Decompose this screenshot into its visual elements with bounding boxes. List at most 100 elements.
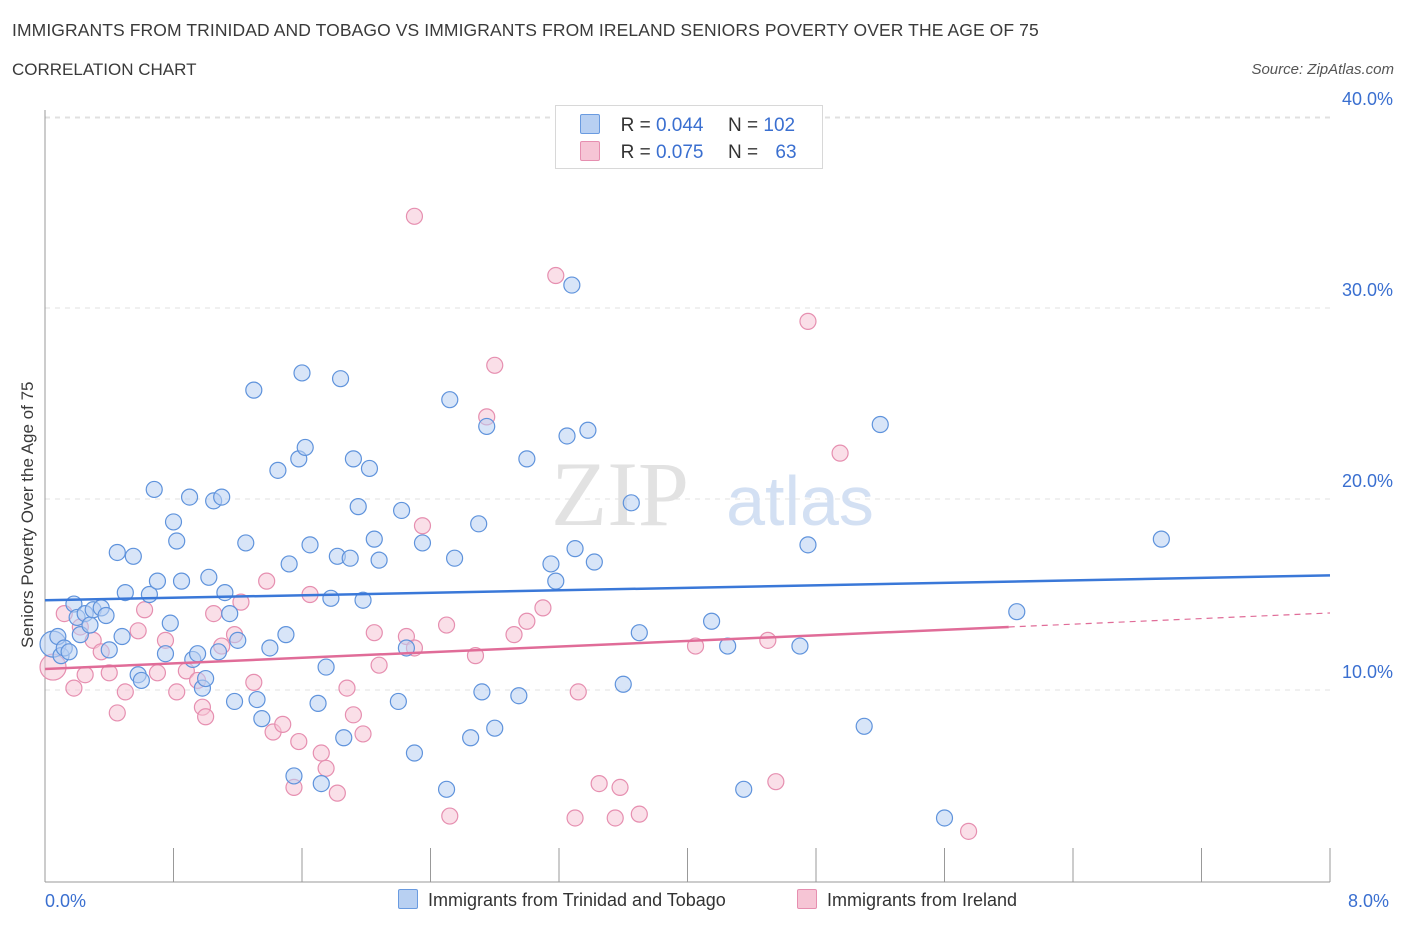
point-trinidad xyxy=(156,645,175,663)
point-ireland xyxy=(486,356,504,374)
point-trinidad xyxy=(309,694,327,712)
point-ireland xyxy=(518,612,536,630)
point-ireland xyxy=(799,312,817,330)
point-trinidad xyxy=(145,480,163,499)
point-trinidad xyxy=(301,536,319,554)
point-ireland xyxy=(370,656,388,674)
legend-n-value: 102 xyxy=(763,115,796,136)
point-ireland xyxy=(354,725,372,743)
point-trinidad xyxy=(216,583,234,602)
point-trinidad xyxy=(280,555,298,573)
point-trinidad xyxy=(799,536,817,554)
point-ireland xyxy=(338,679,356,697)
point-ireland xyxy=(129,622,147,640)
axes xyxy=(44,110,1331,883)
point-ireland xyxy=(205,604,223,623)
point-ireland xyxy=(606,809,624,827)
point-trinidad xyxy=(248,690,266,709)
point-trinidad xyxy=(558,427,576,445)
point-trinidad xyxy=(1008,603,1026,621)
point-ireland xyxy=(437,616,456,634)
point-trinidad xyxy=(486,719,504,737)
point-ireland xyxy=(274,715,292,733)
legend-r-value: 0.075 xyxy=(655,142,704,163)
point-trinidad xyxy=(113,627,131,646)
bottom-legend-swatch-pink xyxy=(797,889,817,909)
point-ireland xyxy=(76,666,94,684)
point-trinidad xyxy=(172,572,191,590)
point-ireland xyxy=(245,673,263,691)
point-ireland xyxy=(413,517,432,535)
point-trinidad xyxy=(237,534,255,552)
legend-row-trinidad: R = 0.044 N = 102 xyxy=(580,114,795,138)
chart-title: IMMIGRANTS FROM TRINIDAD AND TOBAGO VS I… xyxy=(12,20,1039,40)
series-trinidad-points xyxy=(39,276,1170,827)
point-trinidad xyxy=(365,530,383,548)
legend-r-label: R = xyxy=(620,115,656,136)
point-ireland xyxy=(959,822,978,840)
point-ireland xyxy=(767,773,785,791)
point-trinidad xyxy=(200,568,218,586)
point-trinidad xyxy=(630,624,648,642)
point-trinidad xyxy=(473,683,491,701)
point-trinidad xyxy=(269,461,287,479)
y-tick-label: 40.0% xyxy=(1342,89,1393,109)
y-tick-label: 20.0% xyxy=(1342,471,1393,491)
point-trinidad xyxy=(81,616,99,634)
legend-swatch-pink xyxy=(580,141,600,161)
trend-extension-ireland xyxy=(1008,612,1331,628)
legend-n-label: N = xyxy=(728,142,764,163)
point-trinidad xyxy=(518,450,536,468)
point-trinidad xyxy=(370,551,388,569)
point-ireland xyxy=(258,572,276,590)
point-trinidad xyxy=(478,417,496,436)
point-ireland xyxy=(317,759,335,777)
y-tick-labels: 10.0% 20.0% 30.0% 40.0% xyxy=(1342,89,1393,682)
point-ireland xyxy=(232,593,250,611)
chart-subtitle: CORRELATION CHART xyxy=(12,60,197,79)
point-ireland xyxy=(100,664,118,682)
point-trinidad xyxy=(1152,530,1170,548)
bottom-legend-ireland: Immigrants from Ireland xyxy=(797,889,1017,911)
point-trinidad xyxy=(563,276,581,294)
point-trinidad xyxy=(405,744,424,762)
point-trinidad xyxy=(161,614,179,632)
trend-line-trinidad xyxy=(44,574,1331,602)
point-ireland xyxy=(116,683,134,701)
point-trinidad xyxy=(566,540,584,558)
point-trinidad xyxy=(188,645,207,663)
point-trinidad xyxy=(585,553,603,571)
point-trinidad xyxy=(441,391,459,409)
y-axis-label: Seniors Poverty Over the Age of 75 xyxy=(18,381,37,648)
point-trinidad xyxy=(510,687,528,705)
point-ireland xyxy=(831,444,849,462)
point-trinidad xyxy=(180,488,199,506)
point-ireland xyxy=(312,744,330,762)
point-ireland xyxy=(566,809,584,827)
point-trinidad xyxy=(124,547,142,565)
point-ireland xyxy=(135,601,154,619)
point-ireland xyxy=(197,708,215,726)
point-ireland xyxy=(505,626,523,644)
point-trinidad xyxy=(197,669,215,688)
point-trinidad xyxy=(132,671,150,690)
point-ireland xyxy=(686,637,705,655)
source-label: Source: ZipAtlas.com xyxy=(1251,61,1394,78)
point-ireland xyxy=(328,784,346,802)
point-trinidad xyxy=(60,643,78,661)
point-ireland xyxy=(148,664,167,682)
point-trinidad xyxy=(277,626,295,644)
point-trinidad xyxy=(331,370,350,388)
correlation-legend: R = 0.044 N = 102 R = 0.075 N = 63 xyxy=(555,105,823,169)
point-ireland xyxy=(405,207,424,225)
point-trinidad xyxy=(312,774,330,793)
point-trinidad xyxy=(97,606,115,625)
point-ireland xyxy=(168,683,186,701)
point-ireland xyxy=(569,683,587,701)
point-trinidad xyxy=(317,658,335,676)
bottom-legend-label-trinidad: Immigrants from Trinidad and Tobago xyxy=(428,890,726,910)
point-trinidad xyxy=(168,532,186,550)
point-trinidad xyxy=(445,549,464,567)
point-trinidad xyxy=(349,498,367,516)
